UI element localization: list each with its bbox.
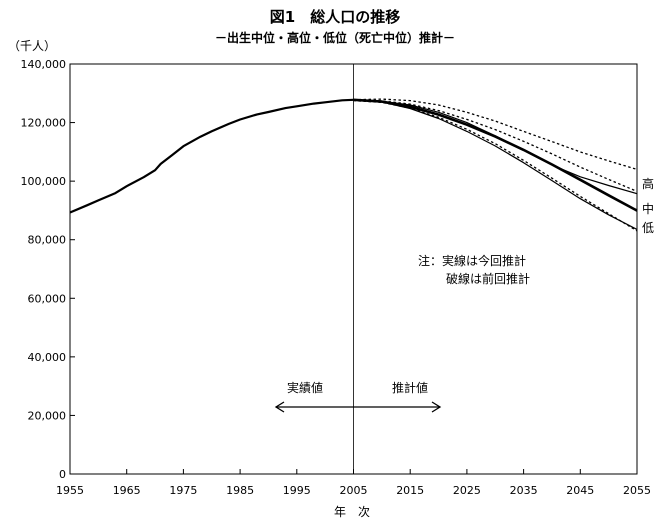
y-tick-label: 80,000 [28, 234, 67, 247]
series-line-6-dashed [353, 99, 638, 232]
projection-values-label: 推計値 [392, 380, 428, 395]
note-line-2: 破線は前回推計 [446, 271, 530, 286]
series-end-label: 高 [642, 176, 654, 191]
series-line-1-solid [353, 99, 638, 195]
series-line-2-solid-thick [353, 98, 638, 212]
y-axis: 0 20,000 40,000 60,000 80,000 100,000 120,000 1… [21, 58, 75, 481]
series-line-0-solid [69, 98, 354, 214]
y-tick-label: 40,000 [28, 351, 67, 364]
series-line-4-dashed [353, 98, 638, 171]
chart-subtitle: －出生中位・高位・低位（死亡中位）推計－ [215, 30, 455, 45]
x-tick-label: 2055 [623, 484, 651, 497]
y-tick-label: 60,000 [28, 292, 67, 305]
series-labels: 高中低 [642, 176, 654, 235]
y-tick-label: 0 [59, 468, 66, 481]
x-tick-label: 2035 [510, 484, 538, 497]
y-tick-label: 20,000 [28, 409, 67, 422]
x-tick-label: 1965 [113, 484, 141, 497]
x-tick-label: 2005 [340, 484, 368, 497]
y-tick-label: 140,000 [21, 58, 67, 71]
chart-title: 図1 総人口の推移 [270, 8, 400, 26]
series-line-5-dashed [353, 99, 638, 192]
series-end-label: 中 [642, 201, 654, 216]
actual-values-label: 実績値 [287, 380, 323, 395]
x-tick-label: 1995 [283, 484, 311, 497]
x-tick-label: 1955 [56, 484, 84, 497]
y-tick-label: 100,000 [21, 175, 67, 188]
note-line-1: 注：実線は今回推計 [418, 253, 526, 268]
x-tick-label: 2045 [566, 484, 594, 497]
arrow-head-right [431, 401, 442, 413]
double-arrow [274, 401, 442, 413]
x-axis-label: 年 次 [334, 505, 370, 519]
series-line-3-solid [353, 99, 638, 231]
x-tick-label: 1975 [169, 484, 197, 497]
x-tick-label: 1985 [226, 484, 254, 497]
y-tick-label: 120,000 [21, 117, 67, 130]
y-axis-unit-label: （千人） [8, 39, 56, 53]
series-end-label: 低 [642, 221, 654, 235]
arrow-head-left [274, 401, 285, 413]
x-tick-label: 2025 [453, 484, 481, 497]
x-tick-label: 2015 [396, 484, 424, 497]
series-layer [69, 98, 638, 232]
